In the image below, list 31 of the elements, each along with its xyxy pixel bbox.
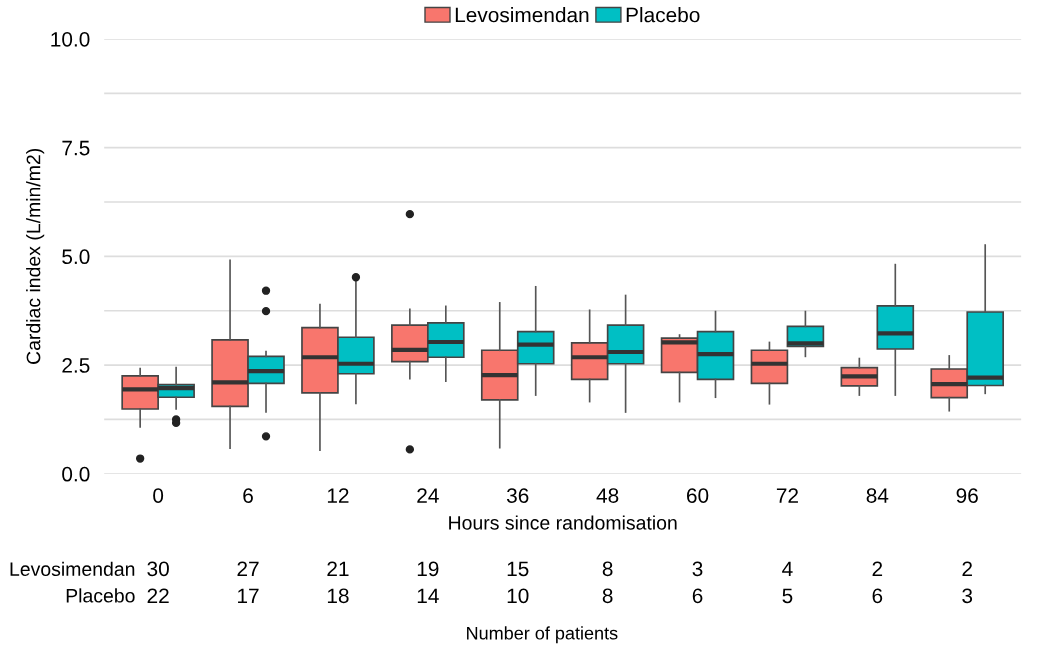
- y-tick-label: 5.0: [62, 249, 90, 265]
- x-tick-label: 12: [327, 488, 349, 503]
- text: 2 6: [872, 561, 883, 604]
- legend-label: Placebo: [626, 7, 700, 23]
- x-tick-label: 60: [687, 488, 709, 503]
- x-tick-label: 36: [506, 488, 529, 503]
- text: 3 6: [692, 561, 703, 604]
- y-tick-label: 2.5: [62, 358, 90, 373]
- y-axis-title: Cardiac index (L/min/m2): [26, 148, 45, 364]
- legend-label: Levosimendan: [455, 7, 589, 23]
- text: 8 8: [602, 561, 613, 604]
- x-tick-label: 48: [596, 488, 619, 503]
- text: 30 22: [147, 561, 169, 603]
- x-tick-label: 72: [776, 488, 798, 503]
- text: 21 18: [327, 561, 349, 604]
- text: Levosimendan Placebo: [10, 561, 135, 603]
- x-axis-title: Hours since randomisation: [449, 515, 677, 530]
- y-tick-label: 7.5: [62, 140, 90, 156]
- y-tick-label: 0.0: [62, 466, 90, 482]
- x-tick-label: 84: [866, 488, 889, 503]
- text: 15 10: [507, 561, 529, 604]
- x-tick-label: 0: [153, 488, 164, 503]
- text: Number of patients: [467, 626, 618, 644]
- x-tick-label: 96: [956, 488, 978, 503]
- text: 2 3: [962, 561, 973, 604]
- text: 27 17: [237, 561, 259, 603]
- text: 4 5: [782, 561, 793, 604]
- x-tick-label: 24: [417, 488, 439, 503]
- y-tick-label: 10.0: [51, 31, 90, 47]
- x-tick-label: 6: [243, 488, 253, 503]
- text: 19 14: [417, 561, 439, 603]
